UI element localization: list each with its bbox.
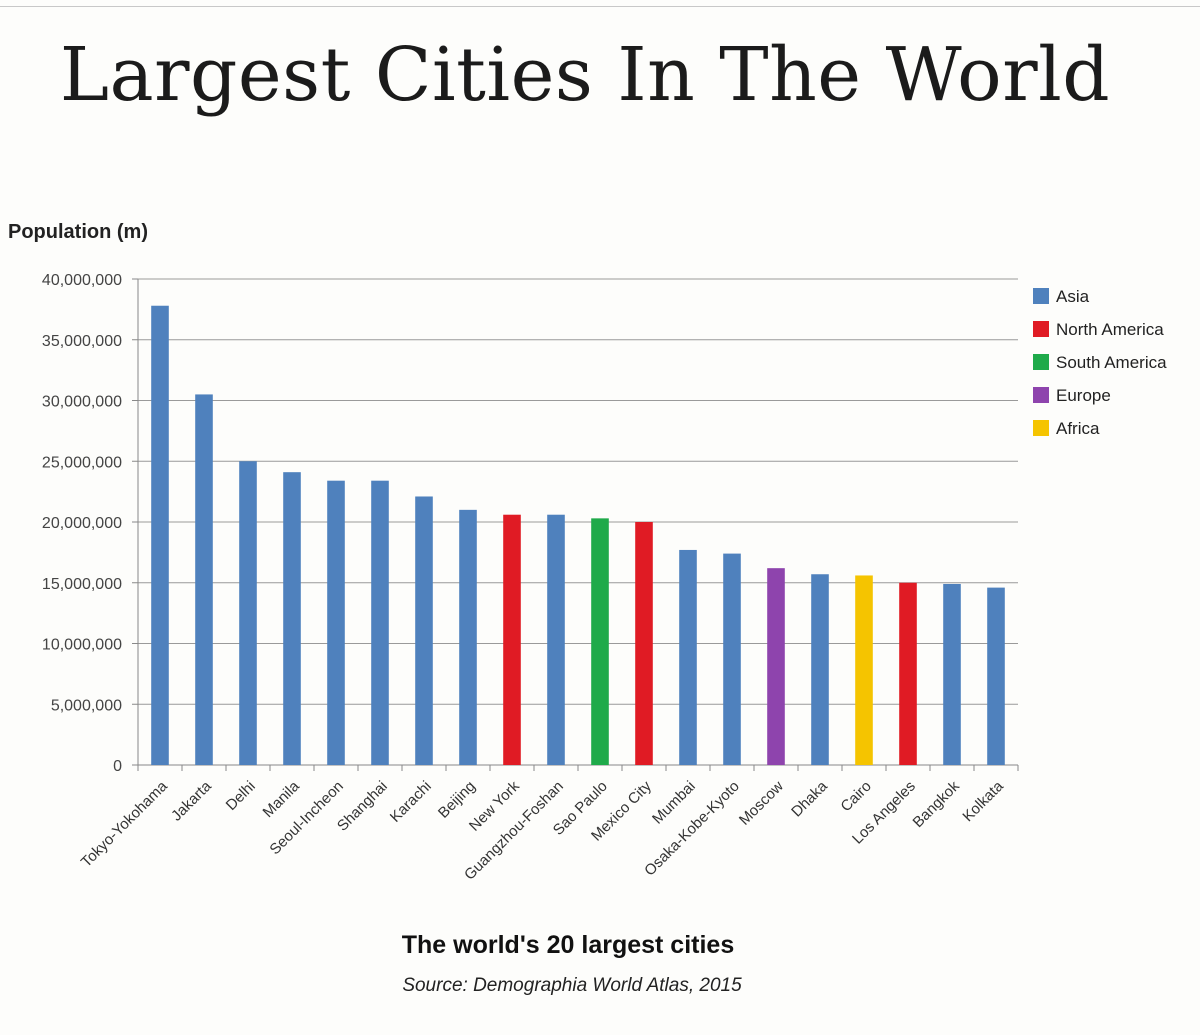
y-tick-label: 30,000,000 [42,394,122,411]
x-tick-label: Moscow [736,778,787,829]
legend-swatch [1033,288,1049,304]
y-tick-label: 10,000,000 [42,637,122,654]
bar-kolkata [987,587,1005,765]
headline: Largest Cities In The World [59,32,1111,118]
bar-delhi [239,461,257,765]
bar-sao-paulo [591,518,609,765]
x-tick-label: Karachi [387,778,435,826]
bar-seoul-incheon [327,480,345,765]
x-tick-label: Jakarta [168,777,215,824]
x-tick-label: Bangkok [910,777,964,831]
legend-swatch [1033,321,1049,337]
bar-shanghai [371,480,389,765]
x-tick-label: Delhi [223,778,259,814]
bar-osaka-kobe-kyoto [723,553,741,765]
chart-title: The world's 20 largest cities [402,931,734,959]
x-tick-label: Kolkata [959,777,1007,825]
legend-label: North America [1056,320,1164,339]
legend-label: South America [1056,353,1167,372]
y-tick-label: 40,000,000 [42,272,122,289]
bar-new-york [503,514,521,765]
bar-dhaka [811,574,829,765]
x-tick-label: Tokyo-Yokohama [78,777,171,870]
legend-label: Asia [1056,287,1090,306]
bar-los-angeles [899,582,917,765]
legend-swatch [1033,387,1049,403]
bar-manila [283,472,301,765]
legend-swatch [1033,354,1049,370]
legend: Asia North America South America Europe Afri… [1033,287,1167,438]
y-tick-labels: 0 5,000,000 10,000,000 15,000,000 20,000,000… [42,272,122,775]
bar-bangkok [943,583,961,765]
bar-mexico-city [635,522,653,765]
bar-moscow [767,568,785,765]
x-tick-label: Cairo [837,778,874,815]
top-divider [0,6,1200,7]
legend-swatch [1033,420,1049,436]
y-tick-label: 20,000,000 [42,515,122,532]
y-tick-label: 35,000,000 [42,333,122,350]
bar-jakarta [195,394,213,765]
chart-source: Source: Demographia World Atlas, 2015 [402,975,742,996]
bar-beijing [459,509,477,765]
bar-karachi [415,496,433,765]
bars [151,305,1005,765]
gridlines [138,278,1018,705]
bar-cairo [855,575,873,765]
bar-tokyo-yokohama [151,305,169,765]
bar-guangzhou-foshan [547,514,565,765]
y-tick-label: 25,000,000 [42,454,122,471]
y-axis-label: Population (m) [8,221,148,243]
legend-label: Europe [1056,386,1111,405]
bar-mumbai [679,549,697,765]
legend-label: Africa [1056,419,1100,438]
x-tick-label: Dhaka [788,777,831,820]
y-tick-label: 5,000,000 [51,697,122,714]
axes [132,278,1019,771]
y-tick-label: 0 [113,758,122,775]
y-tick-label: 15,000,000 [42,576,122,593]
